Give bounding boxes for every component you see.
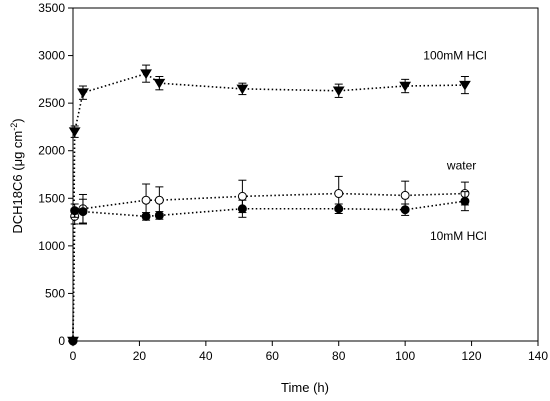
series-annotation: 100mM HCl	[423, 48, 486, 62]
data-point	[154, 195, 164, 205]
x-axis-label: Time (h)	[281, 380, 329, 395]
data-point	[334, 204, 344, 214]
series-line	[72, 200, 466, 342]
y-axis-label-close: )	[10, 118, 25, 122]
series-water	[68, 175, 470, 346]
x-tick-label: 40	[199, 349, 213, 363]
data-point	[141, 211, 151, 221]
data-point	[237, 204, 247, 214]
plot-area-border	[72, 7, 539, 342]
data-point	[332, 86, 345, 97]
y-tick-label: 3500	[38, 1, 65, 15]
data-point	[236, 84, 249, 95]
x-tick-label: 120	[462, 349, 482, 363]
x-tick-label: 140	[528, 349, 548, 363]
y-axis-label: DCH18C6 (μg cm-2)	[9, 118, 25, 233]
y-tick-label: 2000	[38, 144, 65, 158]
y-tick-label: 3000	[38, 49, 65, 63]
y-tick-label: 1500	[38, 191, 65, 205]
data-point	[141, 195, 151, 205]
data-point	[68, 127, 81, 138]
data-point	[154, 210, 164, 220]
x-tick-label: 100	[395, 349, 415, 363]
data-point	[334, 189, 344, 199]
data-point	[140, 69, 152, 80]
plot-frame	[72, 7, 539, 342]
data-point	[459, 80, 471, 91]
data-point	[460, 196, 470, 206]
series-layer	[67, 64, 471, 347]
data-point	[68, 336, 78, 346]
data-point	[70, 206, 80, 216]
data-point	[400, 205, 410, 215]
annotation-layer: 100mM HCl water 10mM HCl	[423, 48, 486, 243]
series-100mm-hcl	[67, 64, 471, 347]
y-axis-label-superscript: -2	[9, 123, 19, 131]
x-tick-label: 60	[266, 349, 280, 363]
x-tick-label: 80	[332, 349, 346, 363]
y-tick-label: 500	[45, 286, 65, 300]
x-tick-label: 0	[70, 349, 77, 363]
x-axis-ticks: 0 20 40 60 80 100 120 140	[70, 341, 548, 363]
y-axis-ticks: 0 500 1000 1500 2000 2500 3000 3500	[38, 1, 73, 348]
series-annotation: water	[446, 159, 476, 173]
data-point	[77, 88, 89, 99]
data-point	[78, 207, 88, 217]
data-point	[400, 190, 410, 200]
data-point	[153, 78, 166, 89]
y-axis-label-main: DCH18C6 (μg cm	[10, 131, 25, 234]
y-tick-label: 1000	[38, 239, 65, 253]
series-annotation: 10mM HCl	[430, 229, 487, 243]
series-10mm-hcl	[68, 191, 470, 346]
y-tick-label: 2500	[38, 96, 65, 110]
y-tick-label: 0	[58, 334, 65, 348]
x-tick-label: 20	[133, 349, 147, 363]
data-point	[399, 81, 412, 92]
data-point	[237, 191, 247, 201]
